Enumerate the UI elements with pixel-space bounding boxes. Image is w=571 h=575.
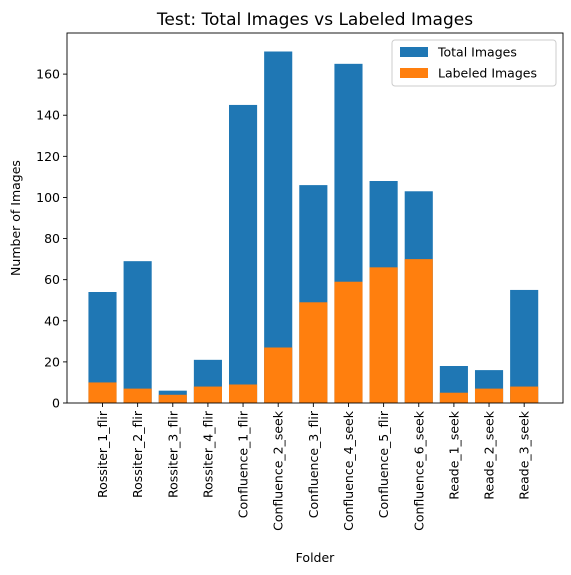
bars-group: [88, 51, 539, 403]
y-tick-label: 0: [52, 396, 60, 411]
bar-total: [264, 51, 293, 403]
plot-frame: [66, 32, 564, 404]
y-axis: 0 20 40 60 80 100 120 140 160: [36, 67, 67, 411]
bar-labeled: [229, 384, 258, 403]
x-tick-label: Confluence_3_flir: [306, 410, 321, 518]
y-tick-label: 100: [36, 190, 60, 205]
y-tick-label: 120: [36, 149, 60, 164]
x-tick-label: Rossiter_2_flir: [130, 410, 145, 498]
bar-labeled: [474, 388, 504, 403]
x-tick-label: Confluence_2_seek: [271, 410, 286, 531]
bar-labeled: [439, 392, 468, 403]
bar-labeled: [88, 382, 117, 403]
bar-labeled: [299, 302, 328, 403]
y-tick-label: 140: [36, 108, 60, 123]
x-tick-label: Rossiter_1_flir: [95, 410, 110, 498]
x-tick-label: Reade_2_seek: [482, 410, 497, 499]
bar-labeled: [193, 386, 222, 403]
bar-labeled: [264, 347, 293, 403]
bar-labeled: [369, 267, 398, 403]
y-tick-label: 40: [44, 313, 60, 328]
bar-total: [123, 261, 152, 403]
y-tick-label: 60: [44, 272, 60, 287]
y-tick-label: 160: [36, 67, 60, 82]
x-tick-label: Confluence_5_flir: [376, 410, 391, 518]
legend-swatch: [400, 47, 428, 57]
x-tick-label: Confluence_6_seek: [411, 410, 426, 531]
chart-title: Test: Total Images vs Labeled Images: [156, 10, 473, 30]
x-tick-label: Rossiter_4_flir: [200, 410, 215, 498]
bar-labeled: [158, 394, 187, 403]
y-tick-label: 80: [44, 231, 60, 246]
y-axis-label: Number of Images: [8, 160, 23, 276]
x-tick-label: Reade_1_seek: [446, 410, 461, 499]
y-tick-label: 20: [44, 354, 60, 369]
bar-labeled: [404, 259, 433, 403]
x-tick-label: Confluence_1_flir: [236, 410, 251, 518]
bar-labeled: [334, 281, 363, 403]
bar-total: [510, 289, 539, 403]
x-tick-label: Rossiter_3_flir: [165, 410, 180, 498]
bar-labeled: [510, 386, 539, 403]
legend: Total Images Labeled Images: [391, 39, 557, 87]
legend-label: Labeled Images: [438, 66, 537, 81]
x-tick-label: Confluence_4_seek: [341, 410, 356, 531]
legend-box: [391, 39, 557, 87]
legend-label: Total Images: [437, 45, 517, 60]
bar-total: [229, 104, 258, 403]
bar-labeled: [123, 388, 152, 403]
legend-swatch: [400, 68, 428, 78]
x-axis: Rossiter_1_flir Rossiter_2_flir Rossiter_3…: [95, 403, 532, 531]
x-tick-label: Reade_3_seek: [517, 410, 532, 499]
x-axis-label: Folder: [296, 550, 335, 565]
